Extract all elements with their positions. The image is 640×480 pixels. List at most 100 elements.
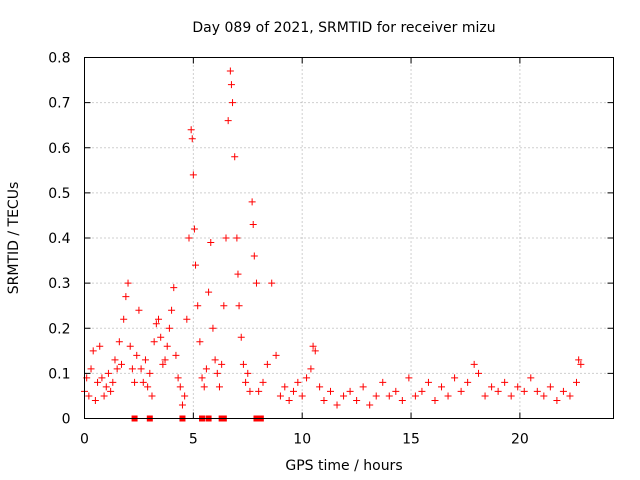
data-point: [514, 383, 522, 391]
data-point: [250, 252, 258, 260]
data-point: [572, 378, 580, 386]
data-point: [372, 392, 380, 400]
data-point: [100, 392, 108, 400]
data-point: [211, 356, 219, 364]
data-point: [124, 279, 132, 287]
data-point: [359, 383, 367, 391]
data-point: [438, 383, 446, 391]
x-tick-label: 15: [402, 432, 420, 448]
data-point: [392, 387, 400, 395]
data-point: [333, 401, 341, 409]
x-axis-label: GPS time / hours: [285, 458, 402, 474]
data-point: [185, 234, 193, 242]
chart-title: Day 089 of 2021, SRMTID for receiver miz…: [192, 20, 495, 36]
data-point: [150, 338, 158, 346]
data-point: [115, 338, 123, 346]
data-point: [405, 374, 413, 382]
data-point: [139, 378, 147, 386]
data-point: [246, 387, 254, 395]
data-point: [249, 220, 257, 228]
data-point: [252, 279, 260, 287]
data-point: [176, 383, 184, 391]
data-point: [188, 135, 196, 143]
data-point: [285, 396, 293, 404]
data-point: [475, 369, 483, 377]
data-point: [178, 401, 186, 409]
data-point: [163, 342, 171, 350]
data-point: [96, 342, 104, 350]
data-point: [307, 365, 315, 373]
data-point: [424, 378, 432, 386]
data-point: [98, 374, 106, 382]
data-point: [276, 392, 284, 400]
data-point: [227, 81, 235, 89]
data-point: [481, 392, 489, 400]
data-point: [94, 378, 102, 386]
data-point: [470, 360, 478, 368]
data-point: [190, 225, 198, 233]
data-point: [87, 365, 95, 373]
data-point: [242, 378, 250, 386]
data-point: [157, 333, 165, 341]
data-point: [209, 324, 217, 332]
data-point: [218, 360, 226, 368]
data-point: [135, 306, 143, 314]
y-tick-label: 0.2: [48, 321, 70, 337]
data-point: [239, 360, 247, 368]
data-point: [196, 338, 204, 346]
data-point: [118, 360, 126, 368]
data-point: [222, 234, 230, 242]
data-point: [553, 396, 561, 404]
data-point: [494, 387, 502, 395]
axis-ticks: 0 0.1 0.2 0.3 0.4 0.5 0.6 0.7 0.8 0 5 10 15 20: [48, 51, 614, 448]
data-point: [248, 198, 256, 206]
data-point: [152, 320, 160, 328]
data-point: [340, 392, 348, 400]
data-point: [309, 342, 317, 350]
data-point: [431, 396, 439, 404]
data-point: [527, 374, 535, 382]
x-tick-label: 10: [293, 432, 311, 448]
data-point: [215, 383, 223, 391]
data-point: [189, 171, 197, 179]
data-point: [263, 360, 271, 368]
data-point: [320, 396, 328, 404]
data-point: [226, 67, 234, 75]
data-point: [540, 392, 548, 400]
data-point: [194, 302, 202, 310]
data-point: [131, 378, 139, 386]
data-point: [200, 383, 208, 391]
data-point: [259, 378, 267, 386]
data-point: [379, 378, 387, 386]
data-point: [159, 360, 167, 368]
data-point: [220, 302, 228, 310]
y-tick-label: 0: [62, 412, 71, 428]
data-point: [559, 387, 567, 395]
data-point: [233, 234, 241, 242]
y-tick-label: 0.3: [48, 276, 70, 292]
data-point: [451, 374, 459, 382]
x-tick-label: 20: [511, 432, 529, 448]
y-tick-label: 0.4: [48, 231, 70, 247]
data-point: [268, 279, 276, 287]
data-point: [122, 293, 130, 301]
data-point: [137, 365, 145, 373]
data-point: [298, 392, 306, 400]
data-point: [111, 356, 119, 364]
data-point: [213, 369, 221, 377]
data-point: [418, 387, 426, 395]
data-point: [411, 392, 419, 400]
data-point: [107, 387, 115, 395]
data-point: [235, 302, 243, 310]
data-point: [231, 153, 239, 161]
data-point: [366, 401, 374, 409]
data-points: [81, 67, 585, 422]
y-tick-label: 0.1: [48, 366, 70, 382]
data-point: [104, 369, 112, 377]
data-point: [237, 333, 245, 341]
data-point: [91, 396, 99, 404]
data-point: [172, 351, 180, 359]
data-point: [141, 356, 149, 364]
data-point: [165, 324, 173, 332]
